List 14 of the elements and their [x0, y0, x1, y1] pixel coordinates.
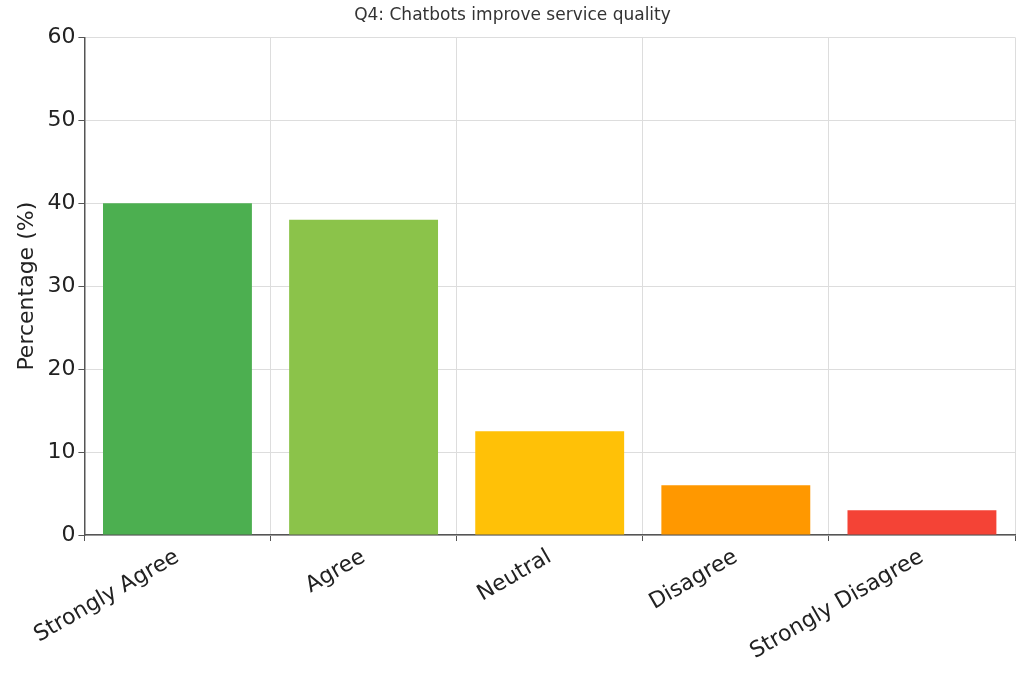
y-tick-label: 50: [47, 106, 76, 132]
bar: [103, 203, 252, 535]
chart-title: Q4: Chatbots improve service quality: [354, 3, 671, 24]
y-tick-label: 20: [47, 354, 76, 380]
y-tick-label: 10: [47, 437, 76, 463]
bar: [847, 510, 997, 535]
y-axis-title: Percentage (%): [12, 201, 38, 371]
bar: [661, 485, 811, 535]
y-tick-label: 40: [47, 188, 76, 214]
bar: [475, 431, 625, 535]
y-tick-label: 60: [47, 23, 76, 49]
y-tick-label: 0: [61, 520, 76, 546]
y-tick-label: 30: [47, 271, 76, 297]
bar: [289, 219, 439, 535]
